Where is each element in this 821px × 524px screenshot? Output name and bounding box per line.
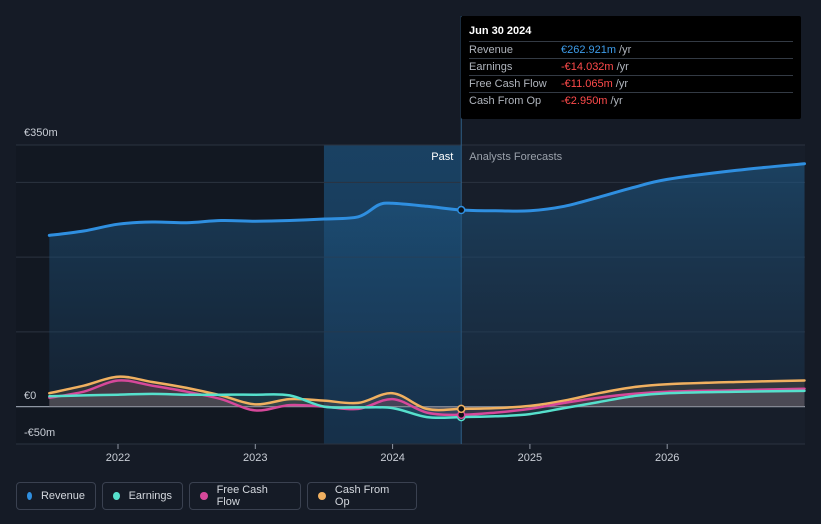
tooltip-number: -€11.065m [561, 78, 613, 90]
legend-item-free-cash-flow[interactable]: Free Cash Flow [189, 482, 301, 510]
past-label: Past [431, 151, 453, 163]
tooltip-number: -€14.032m [561, 61, 614, 73]
marker-cash-from-op [457, 404, 466, 414]
tooltip-row-cash-from-op: Cash From Op -€2.950m/yr [469, 92, 793, 110]
x-tick-label: 2022 [106, 452, 130, 464]
tooltip-row-free-cash-flow: Free Cash Flow -€11.065m/yr [469, 75, 793, 93]
tooltip-row-earnings: Earnings -€14.032m/yr [469, 58, 793, 76]
tooltip-label: Earnings [469, 61, 513, 73]
tooltip: Jun 30 2024 Revenue €262.921m/yr Earning… [461, 16, 801, 119]
forecast-label: Analysts Forecasts [469, 151, 562, 163]
legend-item-cash-from-op[interactable]: Cash From Op [307, 482, 417, 510]
tooltip-unit: /yr [610, 95, 623, 107]
series-line-free-cash-flow [48, 379, 806, 417]
legend: Revenue Earnings Free Cash Flow Cash Fro… [16, 482, 417, 512]
legend-label: Free Cash Flow [216, 484, 268, 508]
x-tick-label: 2024 [380, 452, 404, 464]
tooltip-value: -€2.950m/yr [561, 93, 623, 110]
series-line-revenue [47, 162, 806, 237]
legend-label: Revenue [40, 490, 85, 502]
tooltip-label: Cash From Op [469, 95, 542, 107]
series-line-cash-from-op [48, 375, 806, 412]
tooltip-row-revenue: Revenue €262.921m/yr [469, 41, 793, 59]
tooltip-value: -€11.065m/yr [561, 76, 628, 93]
tooltip-label: Free Cash Flow [469, 78, 547, 90]
series-area-revenue [49, 163, 805, 407]
y-tick-label: €350m [24, 127, 58, 139]
marker-revenue [457, 205, 466, 215]
tooltip-number: €262.921m [561, 44, 617, 56]
tooltip-value: -€14.032m/yr [561, 59, 629, 76]
legend-label: Earnings [128, 490, 172, 502]
tooltip-number: -€2.950m [561, 95, 608, 107]
y-tick-label: €0 [24, 390, 36, 402]
x-tick-label: 2026 [655, 452, 679, 464]
tooltip-unit: /yr [619, 44, 632, 56]
tooltip-label: Revenue [469, 44, 514, 56]
series-area-earnings [49, 390, 805, 418]
tooltip-unit: /yr [615, 78, 629, 90]
y-tick-label: -€50m [24, 427, 55, 439]
series-line-earnings [48, 389, 806, 420]
revenue-dot-icon [27, 492, 32, 500]
tooltip-value: €262.921m/yr [561, 42, 631, 59]
earnings-dot-icon [113, 492, 120, 500]
cash-from-op-dot-icon [318, 492, 326, 500]
tooltip-date: Jun 30 2024 [469, 25, 532, 37]
legend-item-revenue[interactable]: Revenue [16, 482, 96, 510]
free-cash-flow-dot-icon [200, 492, 208, 500]
x-tick-label: 2023 [243, 452, 267, 464]
x-tick-label: 2025 [518, 452, 542, 464]
legend-label: Cash From Op [334, 484, 390, 508]
tooltip-unit: /yr [616, 61, 629, 73]
legend-item-earnings[interactable]: Earnings [102, 482, 183, 510]
